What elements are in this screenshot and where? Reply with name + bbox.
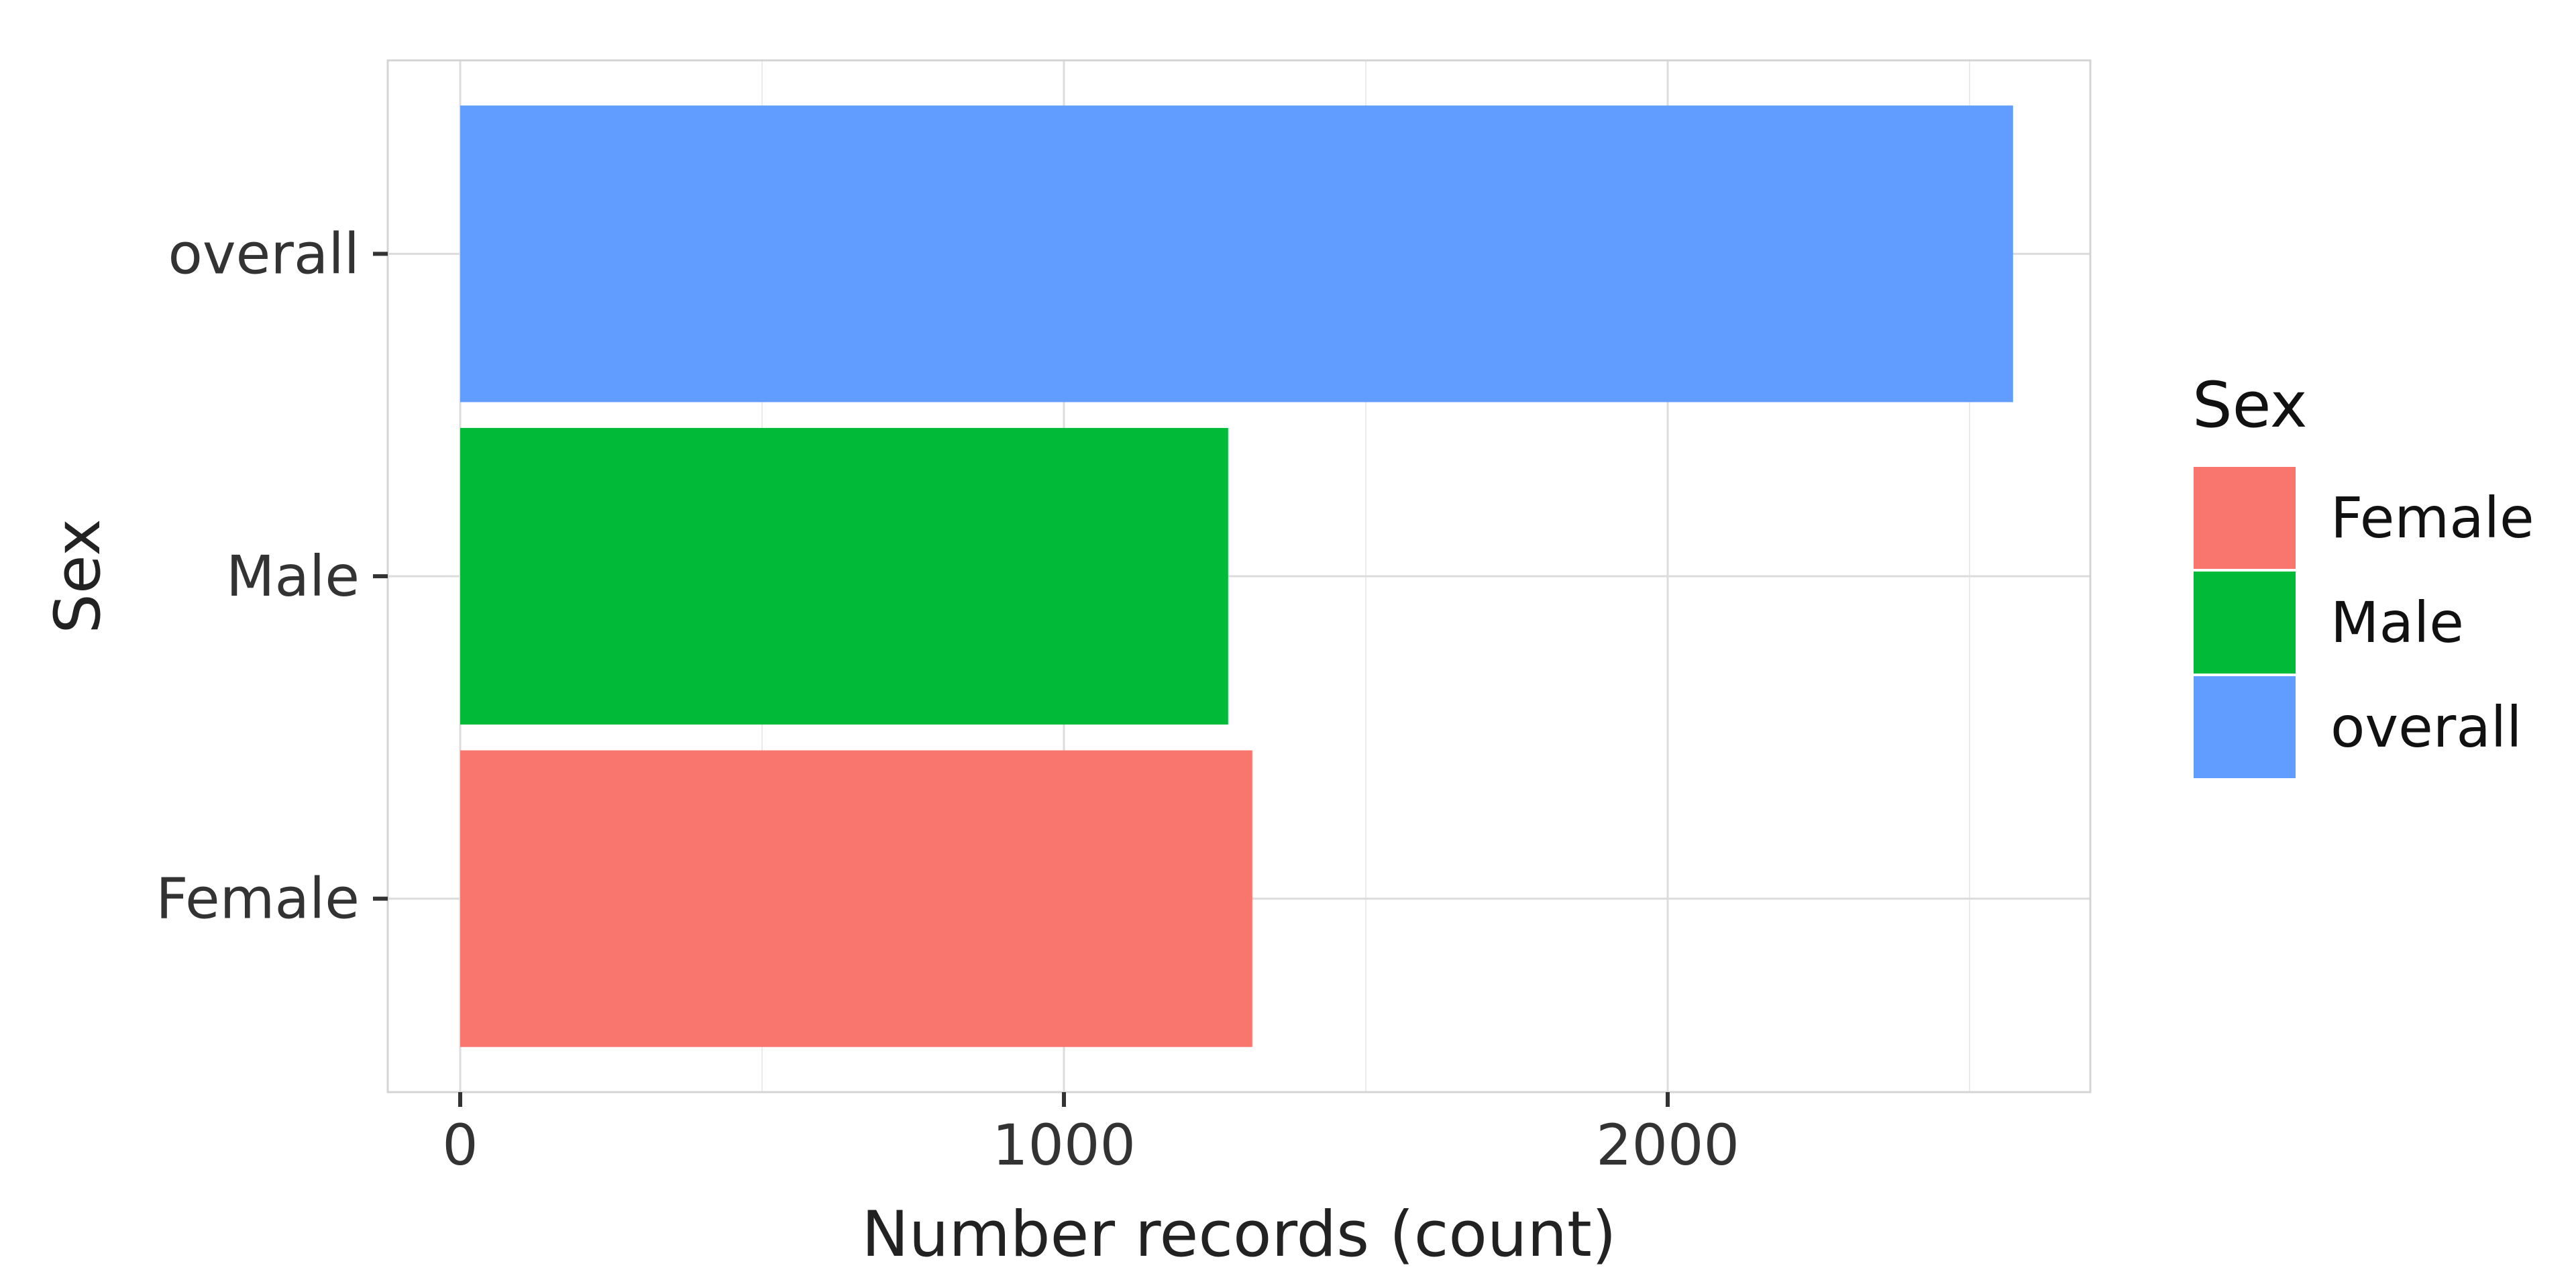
legend-key-female	[2194, 467, 2296, 569]
legend-label: Female	[2330, 485, 2534, 551]
x-axis-title: Number records (count)	[861, 1198, 1616, 1271]
legend-key-male	[2194, 572, 2296, 674]
bar-female	[460, 750, 1252, 1047]
y-tick-label: Male	[226, 543, 360, 609]
y-axis: Female Male overall	[156, 221, 388, 932]
x-tick-label: 2000	[1596, 1112, 1739, 1178]
legend: Sex Female Male overall	[2192, 369, 2534, 778]
bar-overall	[460, 105, 2013, 402]
bars-layer	[460, 105, 2013, 1047]
bar-male	[460, 427, 1228, 725]
x-tick-label: 0	[442, 1112, 478, 1178]
y-tick-label: overall	[168, 221, 360, 286]
legend-label: overall	[2330, 694, 2522, 760]
x-axis: 0 1000 2000	[442, 1092, 1739, 1178]
legend-title: Sex	[2192, 369, 2307, 442]
y-axis-title: Sex	[42, 519, 115, 633]
legend-key-overall	[2194, 676, 2296, 778]
legend-label: Male	[2330, 590, 2464, 655]
y-tick-label: Female	[156, 866, 360, 932]
x-tick-label: 1000	[992, 1112, 1136, 1178]
